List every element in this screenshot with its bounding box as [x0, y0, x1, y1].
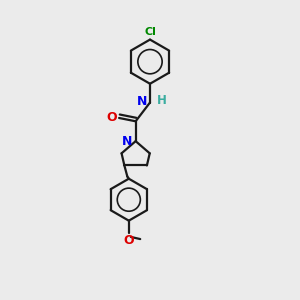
Text: O: O — [106, 111, 117, 124]
Text: H: H — [157, 94, 166, 107]
Text: N: N — [122, 135, 133, 148]
Text: O: O — [124, 234, 134, 247]
Text: Cl: Cl — [144, 27, 156, 37]
Text: N: N — [137, 95, 148, 108]
